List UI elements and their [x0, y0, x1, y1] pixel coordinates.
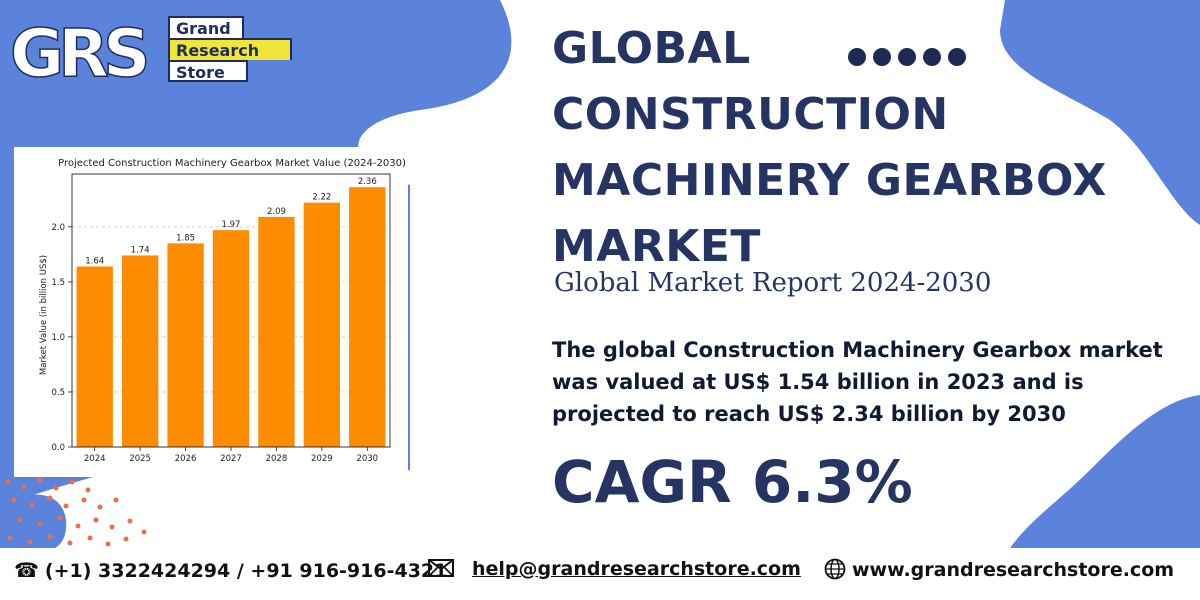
bar-2026 [167, 243, 204, 447]
y-tick-label: 0.0 [51, 443, 65, 453]
bar-2025 [121, 255, 159, 447]
bar-chart-panel: Projected Construction Machinery Gearbox… [14, 147, 408, 477]
bar-data-label: 1.64 [85, 256, 104, 266]
bar-data-label: 1.74 [131, 245, 150, 255]
x-tick-label: 2025 [129, 454, 151, 464]
bar-2028 [258, 216, 295, 447]
dot-icon [898, 48, 916, 66]
x-tick-label: 2027 [220, 454, 242, 464]
email-link[interactable]: help@grandresearchstore.com [472, 558, 801, 580]
x-tick-label: 2030 [356, 454, 378, 464]
x-tick-label: 2029 [311, 454, 333, 464]
dot-icon [848, 48, 866, 66]
y-tick-label: 0.5 [51, 388, 65, 398]
bar-data-label: 2.36 [358, 177, 377, 187]
website-contact[interactable]: www.grandresearchstore.com [824, 558, 1174, 581]
logo-line-research: Research [168, 38, 292, 60]
x-tick-label: 2028 [266, 454, 288, 464]
report-subtitle: Global Market Report 2024-2030 [554, 268, 992, 298]
y-tick-label: 1.5 [51, 278, 65, 288]
bar-2024 [76, 266, 113, 447]
decorative-dots [848, 48, 998, 72]
brand-logo[interactable]: GRS Grand Research Store [8, 14, 298, 84]
x-tick-label: 2026 [175, 454, 197, 464]
market-description: The global Construction Machinery Gearbo… [552, 338, 1163, 426]
logo-initials: GRS [10, 15, 146, 84]
envelope-icon [428, 559, 454, 577]
bar-2029 [303, 202, 341, 447]
website-link[interactable]: www.grandresearchstore.com [852, 559, 1175, 581]
y-tick-label: 2.0 [51, 223, 65, 233]
grs-logo-mark: GRS [9, 14, 152, 84]
dot-icon [923, 48, 941, 66]
contact-footer: ☎ (+1) 3322424294 / +91 916-916-4321 help… [0, 548, 1200, 600]
email-contact[interactable]: help@grandresearchstore.com [428, 558, 801, 580]
bar-2030 [349, 187, 386, 447]
dot-icon [948, 48, 966, 66]
dot-icon [873, 48, 891, 66]
plot-frame [71, 173, 391, 448]
bar-chart: Projected Construction Machinery Gearbox… [39, 158, 406, 464]
phone-number: (+1) 3322424294 / +91 916-916-4321 [44, 560, 448, 582]
x-tick-label: 2024 [84, 454, 106, 464]
globe-icon [824, 558, 846, 580]
y-tick-label: 1.0 [51, 333, 65, 343]
logo-line-grand: Grand [168, 16, 244, 38]
logo-wordmark: Grand Research Store [168, 16, 294, 82]
report-title: GLOBAL CONSTRUCTION MACHINERY GEARBOX MA… [552, 23, 1107, 272]
chart-title: Projected Construction Machinery Gearbox… [58, 158, 406, 169]
chart-y-axis-label: Market Value (in billion US$) [39, 255, 49, 375]
phone-contact[interactable]: ☎ (+1) 3322424294 / +91 916-916-4321 [14, 558, 447, 582]
bar-data-label: 1.97 [222, 220, 241, 230]
bar-data-label: 1.85 [176, 233, 195, 243]
bar-data-label: 2.22 [312, 193, 331, 203]
bar-data-label: 2.09 [267, 207, 286, 217]
telephone-icon: ☎ [14, 558, 39, 582]
cagr-value: CAGR 6.3% [552, 448, 913, 516]
bar-2027 [212, 230, 250, 447]
logo-line-store: Store [168, 60, 248, 82]
